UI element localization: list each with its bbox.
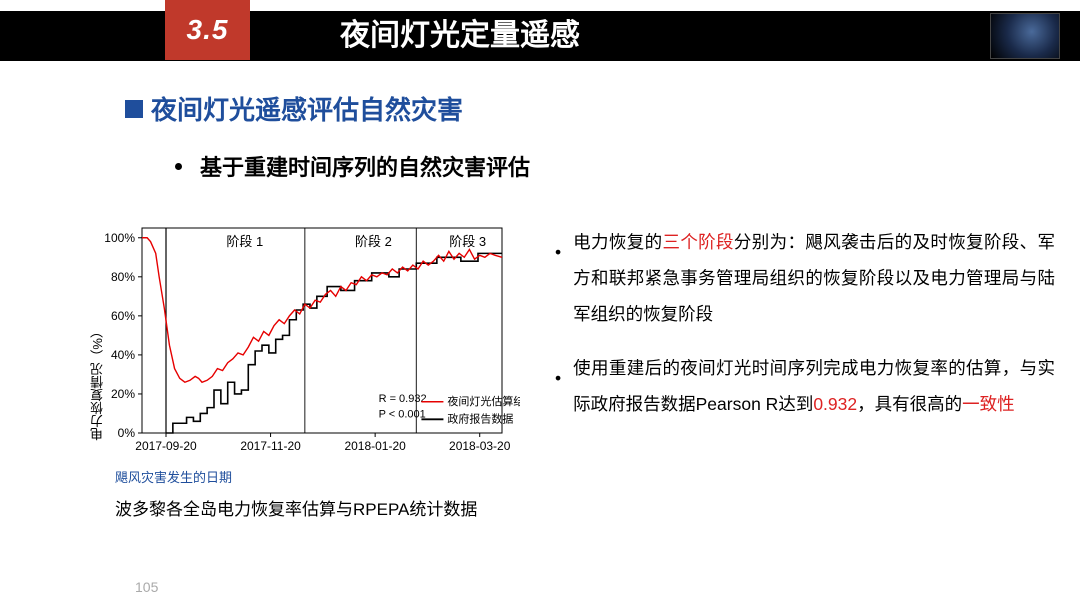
date-note: 飓风灾害发生的日期 [115,467,232,486]
chart-svg: 0% 20% 40% 60% 80% 100% 2017-09-20 2017-11-20 20… [90,220,520,480]
b1-prefix: 电力恢复的 [573,232,662,252]
svg-text:2017-11-20: 2017-11-20 [240,439,301,453]
svg-text:阶段 1: 阶段 1 [226,234,263,249]
subtitle: 夜间灯光遥感评估自然灾害 [151,90,463,127]
bullet-dot-icon: • [555,361,561,423]
svg-text:40%: 40% [111,348,135,362]
b2-mid: ，具有很高的 [857,394,962,414]
svg-text:P < 0.001: P < 0.001 [379,408,426,420]
right-bullet-1: • 电力恢复的三个阶段分别为：飓风袭击后的及时恢复阶段、军方和联邦紧急事务管理局… [555,225,1055,333]
svg-text:阶段 3: 阶段 3 [449,234,486,249]
right-bullets: • 电力恢复的三个阶段分别为：飓风袭击后的及时恢复阶段、军方和联邦紧急事务管理局… [555,225,1055,440]
page-number: 105 [135,579,158,595]
svg-text:60%: 60% [111,309,135,323]
b2-red1: 0.932 [813,394,857,414]
b1-red: 三个阶段 [662,232,733,252]
svg-text:政府报告数据: 政府报告数据 [447,411,513,425]
sub-bullet: 基于重建时间序列的自然灾害评估 [200,150,530,182]
recovery-chart: 电力恢复情况（%） 0% 20% 40% 60% 80% 100% 2017-09-20 20… [90,220,520,480]
page-title: 夜间灯光定量遥感 [340,11,580,61]
chart-caption: 波多黎各全岛电力恢复率估算与RPEPA统计数据 [115,495,477,520]
svg-text:0%: 0% [118,426,136,440]
svg-text:100%: 100% [104,231,135,245]
right-bullet-2: • 使用重建后的夜间灯光时间序列完成电力恢复率的估算，与实际政府报告数据Pear… [555,351,1055,423]
sub-bullet-row: 基于重建时间序列的自然灾害评估 [175,150,530,182]
svg-text:80%: 80% [111,270,135,284]
section-number: 3.5 [187,14,229,46]
bullet-dot-icon [175,163,182,170]
svg-text:阶段 2: 阶段 2 [355,234,392,249]
svg-text:2018-01-20: 2018-01-20 [344,439,406,453]
b2-red2: 一致性 [962,394,1015,414]
svg-text:夜间灯光估算结果: 夜间灯光估算结果 [447,394,520,408]
y-axis-label: 电力恢复情况（%） [88,325,107,441]
svg-text:R = 0.932: R = 0.932 [379,393,427,405]
svg-text:2017-09-20: 2017-09-20 [135,439,197,453]
svg-text:20%: 20% [111,387,135,401]
subtitle-square-icon [125,100,143,118]
earth-icon [990,13,1060,59]
section-number-badge: 3.5 [165,0,250,60]
bullet-dot-icon: • [555,235,561,333]
svg-text:2018-03-20: 2018-03-20 [449,439,511,453]
subtitle-row: 夜间灯光遥感评估自然灾害 [125,90,463,127]
